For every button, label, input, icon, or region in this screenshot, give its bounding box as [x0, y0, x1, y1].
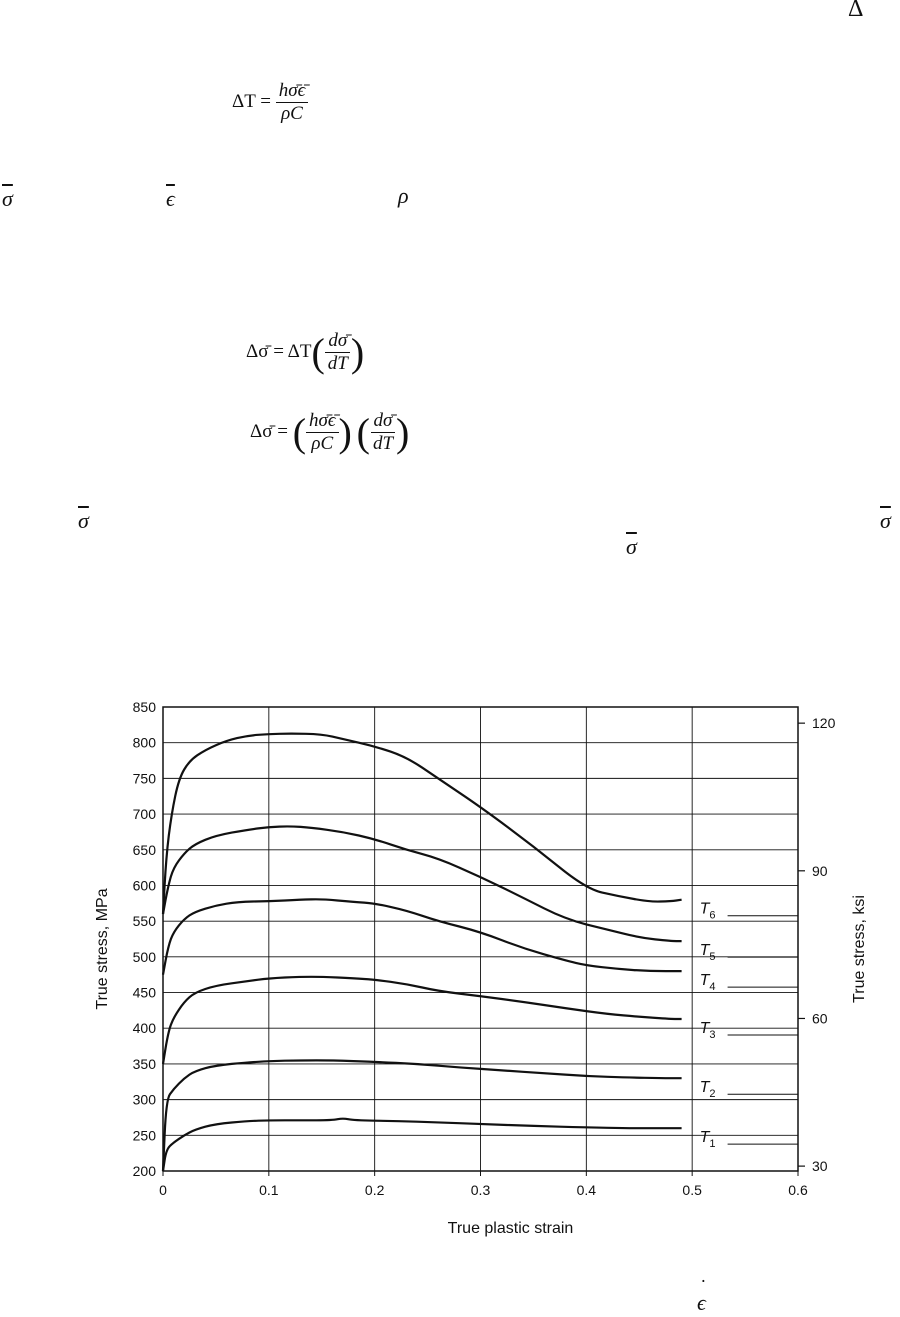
equation-lhs: Δσ̄ = ΔT	[246, 341, 312, 363]
y-axis-title: True stress, MPa	[94, 888, 111, 1009]
series-label-t5: T5	[700, 942, 716, 963]
y-tick-label: 550	[133, 913, 157, 929]
equation-numerator: hσ̄ϵ̄	[275, 80, 309, 103]
equation-delta-sigma-2: Δσ̄ = ( hσ̄ϵ̄ ρC ) ( dσ̄ dT )	[250, 409, 410, 455]
equation-delta-sigma-1: Δσ̄ = ΔT( dσ̄ dT )	[246, 329, 365, 375]
y-tick-label: 450	[133, 985, 157, 1001]
chart-series	[161, 732, 798, 1172]
epsilon-bar-symbol: ϵ	[166, 186, 175, 211]
equation-delta-t: ΔT = hσ̄ϵ̄ ρC	[232, 80, 309, 126]
y-tick-label: 800	[133, 735, 157, 751]
x-tick-label: 0.6	[788, 1182, 808, 1198]
equation-denominator: ρC	[311, 432, 334, 454]
equation-numerator: dσ̄	[325, 330, 351, 353]
right-axis-tick-label: 60	[812, 1010, 828, 1026]
series-line-t4	[161, 898, 682, 975]
chart-grid	[162, 706, 799, 1172]
equation-numerator: dσ̄	[370, 410, 396, 433]
series-line-t3	[161, 975, 682, 1065]
y-tick-label: 650	[133, 842, 157, 858]
x-tick-label: 0.3	[471, 1182, 491, 1198]
y-tick-label: 500	[133, 949, 157, 965]
chart-axes	[162, 706, 805, 1176]
stress-strain-chart: 2002503003504004505005506006507007508008…	[94, 699, 868, 1237]
x-tick-label: 0.4	[577, 1182, 597, 1198]
x-tick-label: 0.5	[682, 1182, 702, 1198]
rho-symbol: ρ	[398, 183, 409, 208]
series-line-t5	[161, 825, 682, 943]
delta-symbol-top: Δ	[848, 0, 864, 22]
right-axis-tick-label: 120	[812, 715, 836, 731]
series-label-t6: T6	[700, 901, 716, 922]
y-tick-label: 850	[133, 699, 157, 715]
equation-denominator: dT	[327, 352, 348, 374]
right-axis-tick-label: 90	[812, 863, 828, 879]
sigma-bar-symbol: σ	[880, 508, 891, 533]
y-tick-label: 750	[133, 770, 157, 786]
sigma-bar-symbol: σ	[626, 534, 637, 559]
sigma-bar-symbol: σ	[78, 508, 89, 533]
series-line-t2	[161, 1059, 682, 1172]
x-tick-label: 0.2	[365, 1182, 385, 1198]
equation-lhs: Δσ̄ =	[250, 421, 288, 443]
series-label-t4: T4	[700, 972, 716, 993]
equation-denominator: ρC	[281, 102, 303, 124]
x-tick-label: 0.1	[259, 1182, 279, 1198]
series-label-t3: T3	[700, 1020, 716, 1041]
epsilon-dot-symbol: ˙ ϵ	[697, 1276, 707, 1315]
chart-labels: 2002503003504004505005506006507007508008…	[94, 699, 868, 1237]
equation-lhs: ΔT =	[232, 91, 271, 113]
y-tick-label: 300	[133, 1092, 157, 1108]
series-label-t1: T1	[700, 1129, 716, 1150]
equation-numerator: hσ̄ϵ̄	[306, 410, 339, 433]
y-tick-label: 600	[133, 877, 157, 893]
series-line-t1	[161, 1117, 682, 1172]
y-tick-label: 350	[133, 1056, 157, 1072]
y-tick-label: 400	[133, 1020, 157, 1036]
x-tick-label: 0	[159, 1182, 167, 1198]
y-tick-label: 200	[133, 1163, 157, 1179]
right-axis-tick-label: 30	[812, 1158, 828, 1174]
y-axis-title-right: True stress, ksi	[851, 895, 868, 1003]
x-axis-title: True plastic strain	[448, 1220, 574, 1237]
y-tick-label: 700	[133, 806, 157, 822]
series-label-t2: T2	[700, 1079, 716, 1100]
equation-denominator: dT	[372, 432, 394, 454]
sigma-bar-symbol: σ	[2, 186, 13, 211]
series-line-t6	[161, 732, 682, 915]
y-tick-label: 250	[133, 1127, 157, 1143]
